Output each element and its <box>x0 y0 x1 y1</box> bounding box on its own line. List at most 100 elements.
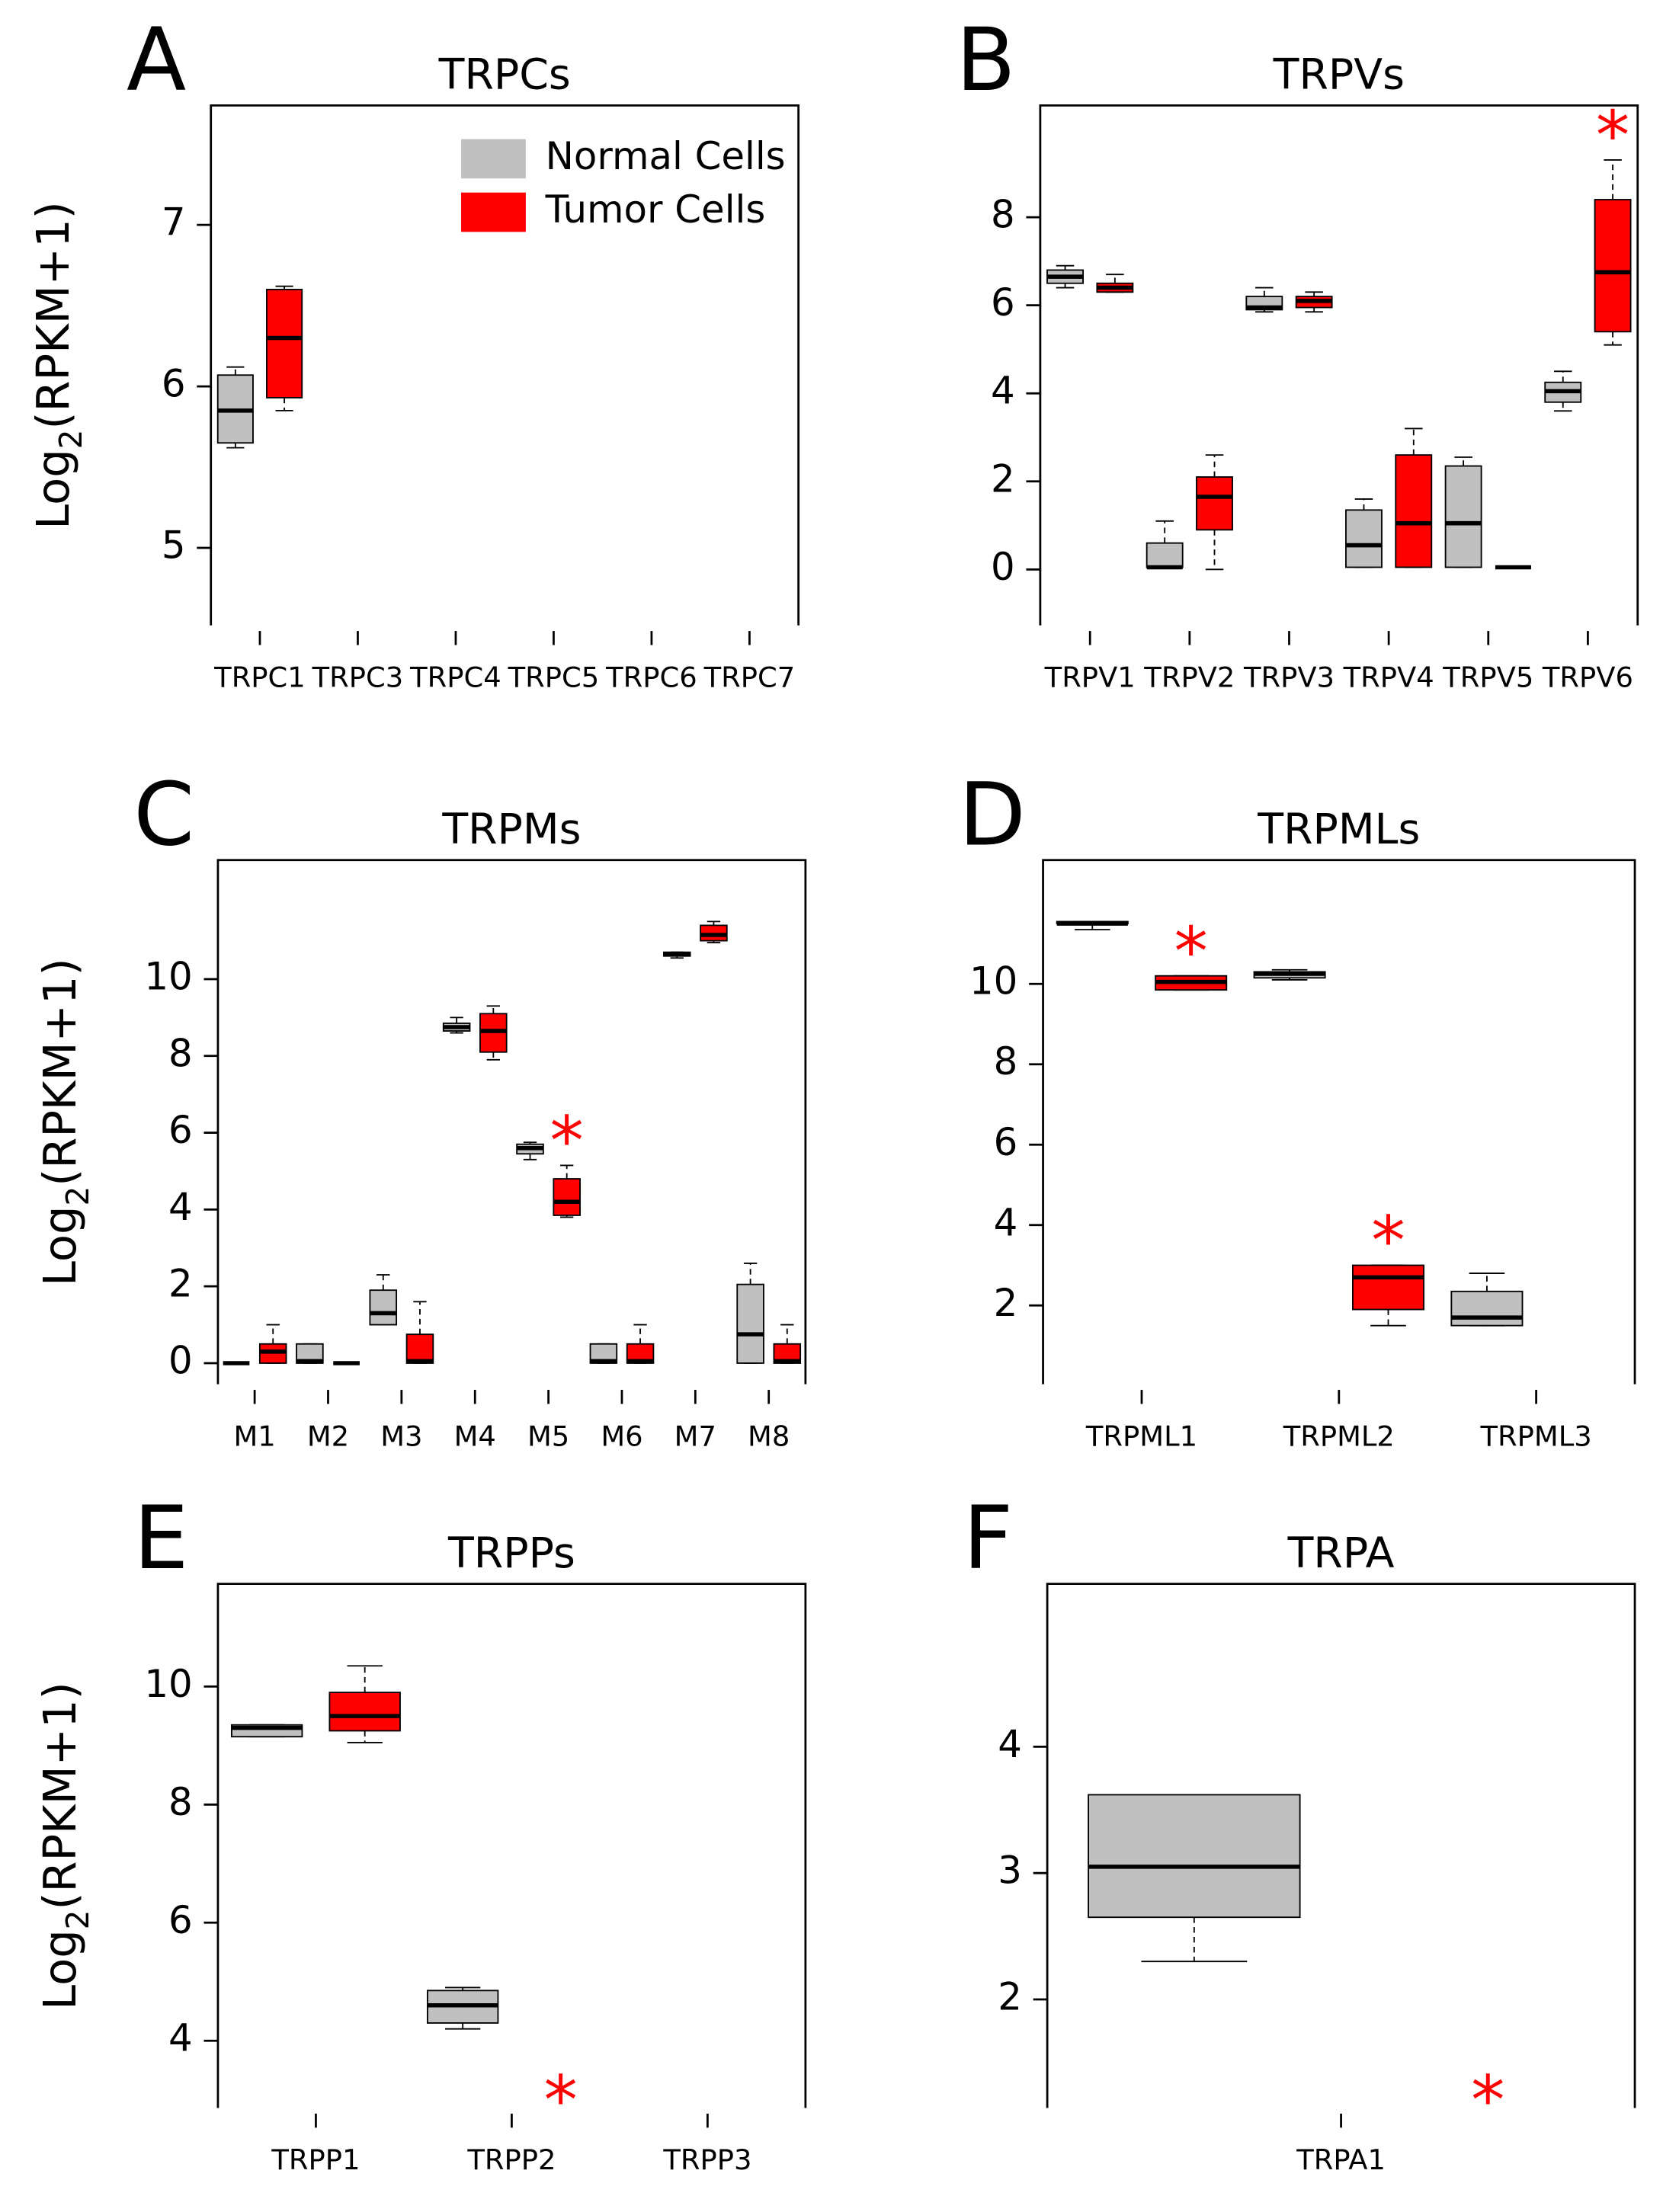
panel-label: C <box>133 763 194 865</box>
y-label-rest: (RPKM+1) <box>34 1682 86 1909</box>
x-tick-label: TRPP2 <box>466 2143 556 2176</box>
panel-label: F <box>963 1487 1013 1589</box>
axis-frame <box>216 859 807 1385</box>
chart-title: TRPPs <box>447 1529 575 1578</box>
x-tick-label: TRPC4 <box>409 661 501 693</box>
box <box>405 1333 434 1364</box>
significance-marker: * <box>544 2061 578 2140</box>
box <box>1196 476 1233 531</box>
y-tick-label: 6 <box>994 1120 1018 1164</box>
x-tick-label: M1 <box>233 1420 275 1452</box>
chart-title: TRPMLs <box>1257 805 1420 854</box>
panel-label: A <box>127 9 186 110</box>
y-tick-label: 8 <box>994 1039 1018 1084</box>
y-tick-label: 10 <box>969 959 1017 1004</box>
x-tick-label: TRPML1 <box>1085 1420 1197 1452</box>
x-tick-label: M3 <box>380 1420 422 1452</box>
x-tick-label: TRPC5 <box>508 661 600 693</box>
y-tick-label: 2 <box>991 456 1015 501</box>
x-tick-label: TRPC1 <box>213 661 306 693</box>
y-tick-label: 8 <box>168 1031 193 1075</box>
y-tick-label: 4 <box>994 1200 1018 1244</box>
chart-title: TRPA <box>1287 1529 1395 1578</box>
x-tick-label: TRPC7 <box>703 661 796 693</box>
x-tick-label: TRPP1 <box>271 2143 360 2176</box>
box <box>1088 1794 1301 1919</box>
box <box>1345 509 1383 568</box>
y-tick-label: 7 <box>162 200 186 245</box>
box <box>1444 465 1482 568</box>
box <box>328 1692 401 1732</box>
significance-marker: * <box>1371 1202 1405 1280</box>
x-tick-label: TRPML2 <box>1283 1420 1395 1452</box>
axis-frame <box>1046 1583 1636 2108</box>
y-label-rest: (RPKM+1) <box>27 201 79 429</box>
panel: F TRPA 2 3 4 TRPA1 * <box>963 1487 1636 2176</box>
legend-label: Normal Cells <box>546 134 786 178</box>
y-tick-label: 6 <box>162 362 186 406</box>
chart-title: TRPCs <box>438 51 571 100</box>
y-tick-label: 2 <box>168 1262 193 1306</box>
y-tick-label: 6 <box>991 280 1015 325</box>
x-tick-label: M6 <box>601 1420 642 1452</box>
panel: E TRPPs Log2(RPKM+1) 4 6 8 10 TRPP1 TRPP2 TRPP3 * <box>34 1487 807 2176</box>
box <box>1450 1290 1524 1327</box>
legend-swatch <box>461 139 526 179</box>
box <box>736 1283 764 1364</box>
x-tick-label: TRPV3 <box>1243 661 1335 693</box>
panel: D TRPMLs 2 4 6 8 10 TRPML1 TRPML2 TRPML3 * * <box>959 763 1636 1452</box>
significance-marker: * <box>1596 97 1629 175</box>
x-tick-label: M8 <box>748 1420 790 1452</box>
x-tick-label: TRPV1 <box>1044 661 1136 693</box>
y-tick-label: 6 <box>168 1108 193 1152</box>
panel-label: B <box>956 9 1015 110</box>
y-axis-label: Log2(RPKM+1) <box>27 201 89 529</box>
y-tick-label: 5 <box>162 523 186 568</box>
panel-label: E <box>133 1487 188 1589</box>
y-tick-label: 4 <box>168 2016 193 2060</box>
x-tick-label: TRPA1 <box>1296 2143 1386 2176</box>
y-label-base: Log <box>34 1929 86 2009</box>
y-tick-label: 2 <box>998 1974 1022 2018</box>
axis-frame <box>1042 859 1636 1385</box>
x-tick-label: M2 <box>307 1420 349 1452</box>
y-tick-label: 4 <box>991 369 1015 413</box>
y-tick-label: 8 <box>991 193 1015 237</box>
y-tick-label: 10 <box>144 954 192 998</box>
x-tick-label: TRPV6 <box>1542 661 1633 693</box>
y-label-rest: (RPKM+1) <box>34 959 86 1186</box>
box <box>266 289 303 399</box>
panel: B TRPVs 0 2 4 6 8 TRPV1 TRPV2 TRPV3 TRPV4 TRPV5 TRPV… <box>956 9 1639 693</box>
x-tick-label: TRPML3 <box>1480 1420 1592 1452</box>
legend-swatch <box>461 192 526 232</box>
box <box>1395 454 1433 568</box>
y-tick-label: 3 <box>998 1849 1022 1893</box>
x-tick-label: M5 <box>527 1420 569 1452</box>
x-tick-label: TRPV4 <box>1343 661 1434 693</box>
y-label-sub: 2 <box>59 1186 96 1206</box>
axis-frame <box>210 104 800 626</box>
chart-title: TRPMs <box>441 805 581 854</box>
y-axis-label: Log2(RPKM+1) <box>34 1682 96 2009</box>
y-tick-label: 2 <box>994 1281 1018 1325</box>
x-tick-label: TRPP3 <box>662 2143 751 2176</box>
y-tick-label: 0 <box>168 1338 193 1382</box>
y-tick-label: 4 <box>168 1185 193 1229</box>
significance-marker: * <box>1471 2061 1504 2140</box>
x-tick-label: TRPC3 <box>312 661 404 693</box>
y-label-sub: 2 <box>59 1910 96 1930</box>
axis-frame <box>216 1583 807 2108</box>
box <box>1594 199 1632 333</box>
y-axis-label: Log2(RPKM+1) <box>34 959 96 1286</box>
x-tick-label: M4 <box>454 1420 496 1452</box>
axis-frame <box>1039 104 1639 626</box>
chart-title: TRPVs <box>1273 51 1405 100</box>
y-label-base: Log <box>34 1206 86 1286</box>
x-tick-label: TRPV5 <box>1442 661 1533 693</box>
y-tick-label: 6 <box>168 1898 193 1942</box>
box <box>369 1289 398 1326</box>
panel-label: D <box>959 763 1026 865</box>
